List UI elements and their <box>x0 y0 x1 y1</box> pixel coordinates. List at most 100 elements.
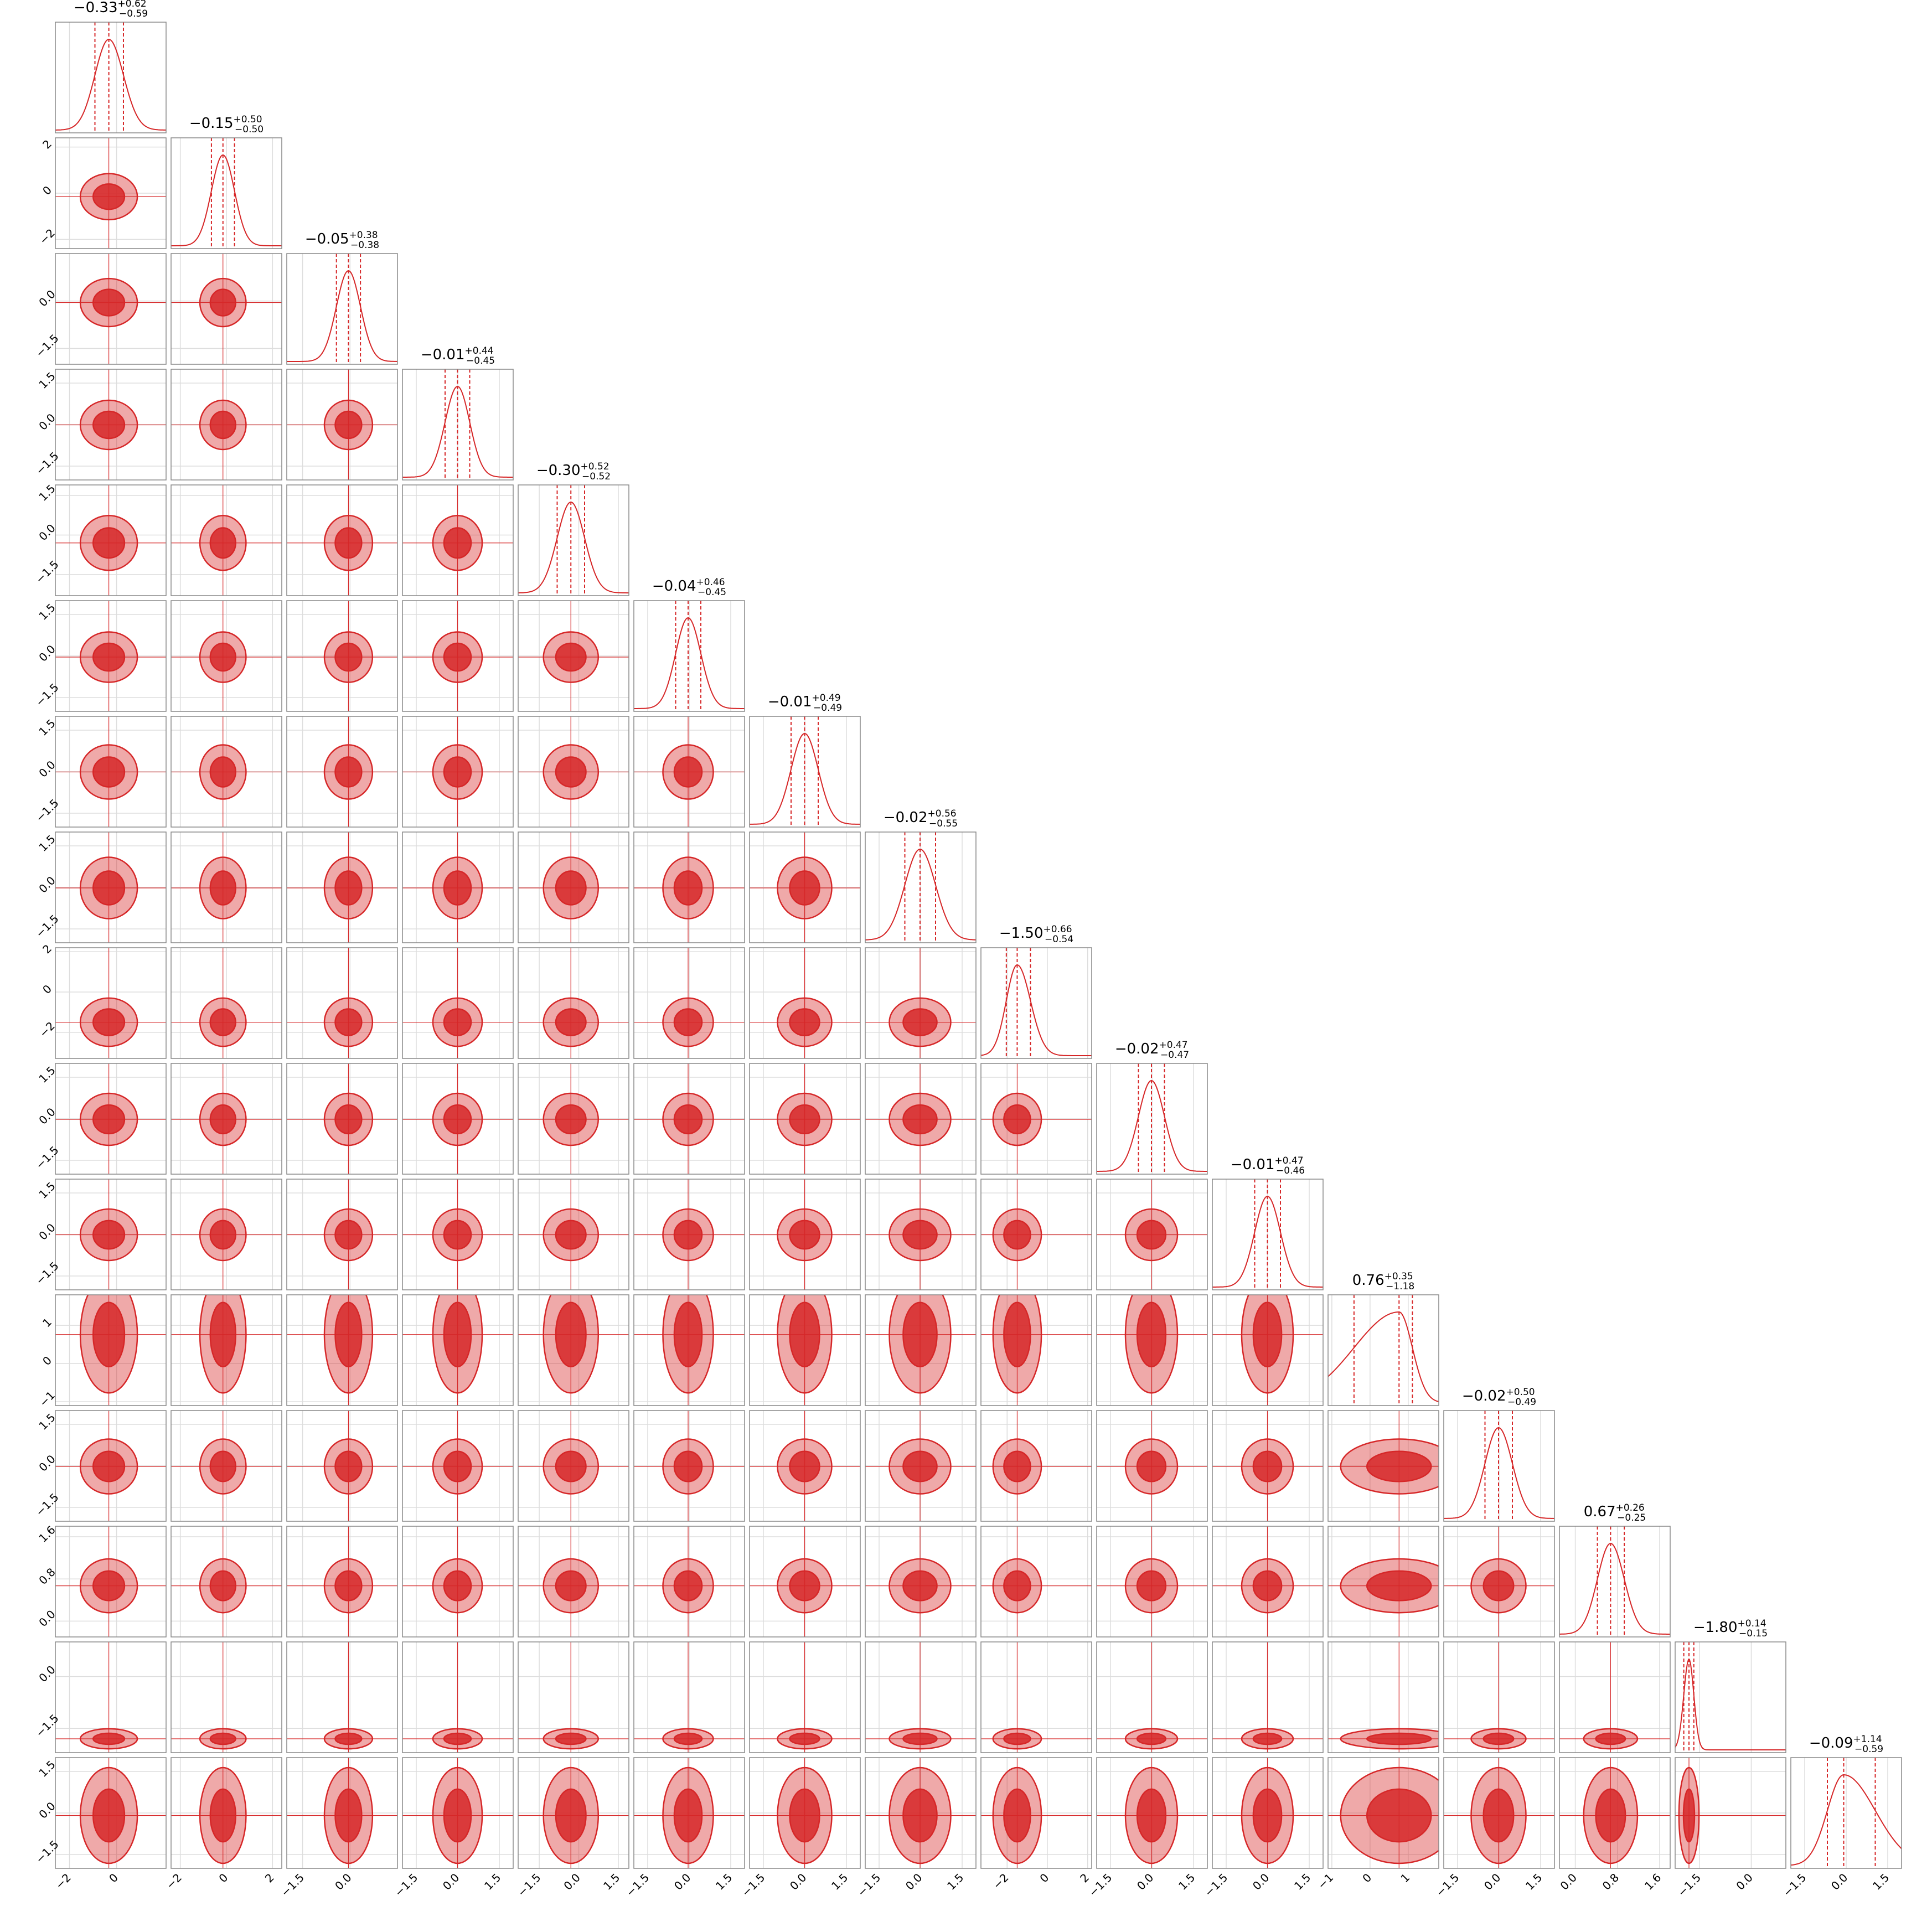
y-tick-label: 0 <box>40 982 54 996</box>
panel <box>1212 1295 1323 1406</box>
title-minus: −0.47 <box>1160 1050 1189 1061</box>
panel-frame <box>402 1063 514 1175</box>
y-tick-label: −1.5 <box>33 1712 61 1740</box>
panel-title: 0.67+0.26 −0.25 <box>1584 1502 1646 1523</box>
panel-frame <box>286 716 398 828</box>
panel-frame <box>1212 1757 1324 1869</box>
y-tick-label: 1.5 <box>36 369 58 391</box>
panel-frame <box>980 1641 1092 1753</box>
title-median: −0.33 <box>74 0 118 16</box>
panel-frame <box>55 1294 167 1406</box>
panel <box>1212 1526 1323 1637</box>
panel <box>171 1642 282 1753</box>
panel <box>1097 1179 1207 1290</box>
panel <box>287 948 397 1058</box>
panel-frame <box>980 1526 1092 1637</box>
y-tick-label: 0.0 <box>36 521 58 543</box>
y-tick-label: −1.5 <box>33 332 61 360</box>
title-median: −0.01 <box>421 347 465 363</box>
panel-frame <box>171 947 282 1059</box>
panel-title: −0.01+0.47 −0.46 <box>1231 1155 1305 1176</box>
x-tick-label: −1.5 <box>278 1871 307 1899</box>
x-tick-label: 0.0 <box>440 1871 462 1892</box>
panel-frame <box>749 831 861 943</box>
panel <box>287 485 397 596</box>
x-tick-label: −2 <box>163 1871 184 1892</box>
x-tick-label: 0.0 <box>1828 1871 1850 1892</box>
panel-title: −0.09+1.14 −0.59 <box>1809 1734 1883 1755</box>
panel <box>1097 1758 1207 1868</box>
panel-frame <box>55 947 167 1059</box>
panel <box>55 485 166 596</box>
panel <box>634 948 745 1058</box>
panel <box>171 1526 282 1637</box>
y-tick-label: −1.5 <box>33 449 61 477</box>
panel <box>750 716 860 827</box>
panel <box>55 948 166 1058</box>
panel-frame <box>518 1526 629 1637</box>
panel-frame <box>633 1179 745 1290</box>
panel <box>1328 1758 1439 1868</box>
panel-title: −0.01+0.44 −0.45 <box>421 345 495 366</box>
panel-frame <box>402 831 514 943</box>
y-tick-label: 0.0 <box>36 874 58 895</box>
panel-frame <box>1443 1641 1555 1753</box>
panel <box>55 138 166 249</box>
panel <box>287 1411 397 1521</box>
panel <box>171 138 282 249</box>
panel <box>518 948 629 1058</box>
panel-frame <box>171 484 282 596</box>
histogram <box>518 502 629 593</box>
panel-title: −0.02+0.50 −0.49 <box>1462 1387 1536 1408</box>
panel-frame <box>865 1526 977 1637</box>
panel-frame <box>286 1179 398 1290</box>
panel <box>55 832 166 943</box>
panel-frame <box>1443 1757 1555 1869</box>
panel <box>171 369 282 480</box>
panel-frame <box>749 1757 861 1869</box>
panel-frame <box>402 947 514 1059</box>
panel-frame <box>402 600 514 712</box>
panel-frame <box>171 1526 282 1637</box>
panel-title: −1.50+0.66 −0.54 <box>999 924 1073 945</box>
title-median: −0.05 <box>305 231 349 247</box>
title-minus: −0.46 <box>1276 1165 1305 1176</box>
y-tick-label: −1.5 <box>33 1837 61 1866</box>
panel-frame <box>286 1063 398 1175</box>
panel <box>518 716 629 827</box>
panel-frame <box>518 1063 629 1175</box>
x-tick-label: 0.0 <box>561 1871 582 1892</box>
panel-frame <box>1212 1526 1324 1637</box>
y-tick-label: 0.0 <box>36 287 58 309</box>
panel-frame <box>980 1757 1092 1869</box>
panel-frame <box>633 947 745 1059</box>
title-plus: +0.49 <box>812 693 841 704</box>
x-tick-label: 0 <box>1360 1871 1374 1885</box>
y-tick-label: −1.5 <box>33 1259 61 1287</box>
panel-frame <box>865 947 977 1059</box>
panel <box>634 1063 745 1174</box>
panel <box>55 601 166 711</box>
panel <box>750 1758 860 1868</box>
x-tick-label: −1.5 <box>392 1871 420 1899</box>
x-tick-label: −2 <box>53 1871 74 1892</box>
panel <box>287 601 397 711</box>
panel <box>1675 1642 1786 1753</box>
panel-title: 0.76+0.35 −1.18 <box>1352 1271 1415 1292</box>
x-tick-label: 0 <box>106 1871 121 1885</box>
panel-frame <box>633 600 745 712</box>
title-minus: −0.25 <box>1617 1512 1646 1523</box>
x-tick-label: 1.5 <box>1176 1871 1197 1892</box>
x-tick-label: 1.5 <box>713 1871 735 1892</box>
panel <box>865 1526 976 1637</box>
panel-frame <box>171 1757 282 1869</box>
x-tick-label: −1.5 <box>1433 1871 1461 1899</box>
panel <box>634 1526 745 1637</box>
panel-frame <box>1212 1294 1324 1406</box>
y-tick-label: −1.5 <box>33 912 61 940</box>
y-tick-label: 0.0 <box>36 1452 58 1474</box>
y-tick-label: 0.0 <box>36 1799 58 1821</box>
title-median: 0.67 <box>1584 1504 1616 1520</box>
panel-frame <box>171 716 282 828</box>
panel-frame <box>633 1294 745 1406</box>
